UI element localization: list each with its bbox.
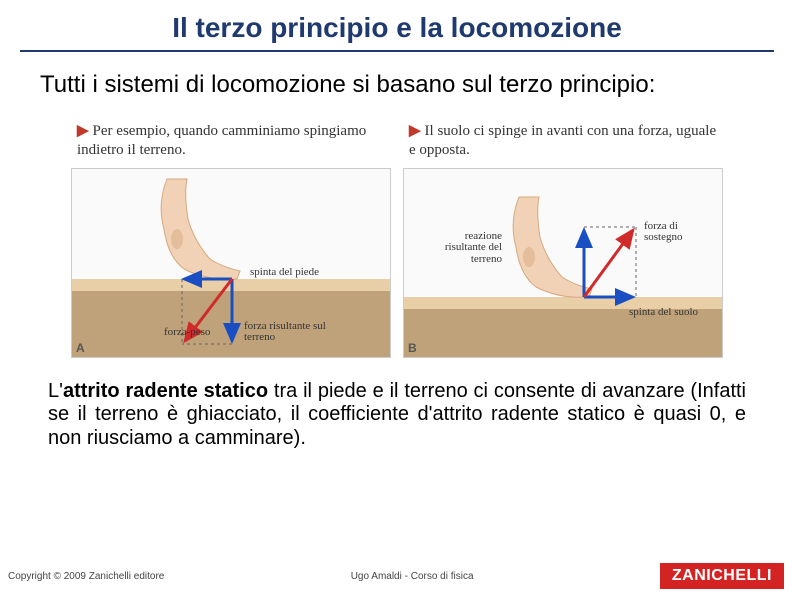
- panel-a-desc-text: Per esempio, quando camminiamo spingiamo…: [77, 123, 366, 158]
- publisher-logo: ZANICHELLI: [660, 563, 784, 589]
- bullet-icon: ▶: [77, 123, 89, 139]
- title-divider: [20, 50, 774, 52]
- panel-b-tag: B: [408, 341, 417, 355]
- label-forza-sostegno: forza di sostegno: [644, 221, 704, 244]
- intro-text: Tutti i sistemi di locomozione si basano…: [0, 70, 794, 118]
- panel-a-svg: [72, 169, 391, 358]
- footer-mid: Ugo Amaldi - Corso di fisica: [351, 571, 474, 582]
- slide-title: Il terzo principio e la locomozione: [0, 0, 794, 50]
- conclusion-text: L'attrito radente statico tra il piede e…: [0, 358, 794, 455]
- panel-a-diagram: spinta del piede forza-peso forza risult…: [71, 168, 391, 358]
- footer: Copyright © 2009 Zanichelli editore Ugo …: [0, 563, 794, 589]
- panel-a-desc: ▶Per esempio, quando camminiamo spingiam…: [71, 118, 391, 168]
- panel-b-desc: ▶Il suolo ci spinge in avanti con una fo…: [403, 118, 723, 168]
- panels-row: ▶Per esempio, quando camminiamo spingiam…: [0, 118, 794, 358]
- conclusion-bold: attrito radente statico: [63, 380, 268, 402]
- panel-b: ▶Il suolo ci spinge in avanti con una fo…: [403, 118, 723, 358]
- panel-a-tag: A: [76, 341, 85, 355]
- panel-a: ▶Per esempio, quando camminiamo spingiam…: [71, 118, 391, 358]
- label-reazione: reazione risultante del terreno: [432, 231, 502, 266]
- label-spinta-suolo: spinta del suolo: [629, 307, 699, 319]
- bullet-icon: ▶: [409, 123, 421, 139]
- label-spinta-piede: spinta del piede: [250, 267, 319, 279]
- label-forza-peso: forza-peso: [164, 327, 210, 339]
- panel-b-diagram: reazione risultante del terreno forza di…: [403, 168, 723, 358]
- conclusion-pre: L': [48, 380, 63, 402]
- label-forza-risultante: forza risultante sul terreno: [244, 321, 334, 344]
- footer-copyright: Copyright © 2009 Zanichelli editore: [8, 571, 164, 582]
- panel-b-desc-text: Il suolo ci spinge in avanti con una for…: [409, 123, 716, 158]
